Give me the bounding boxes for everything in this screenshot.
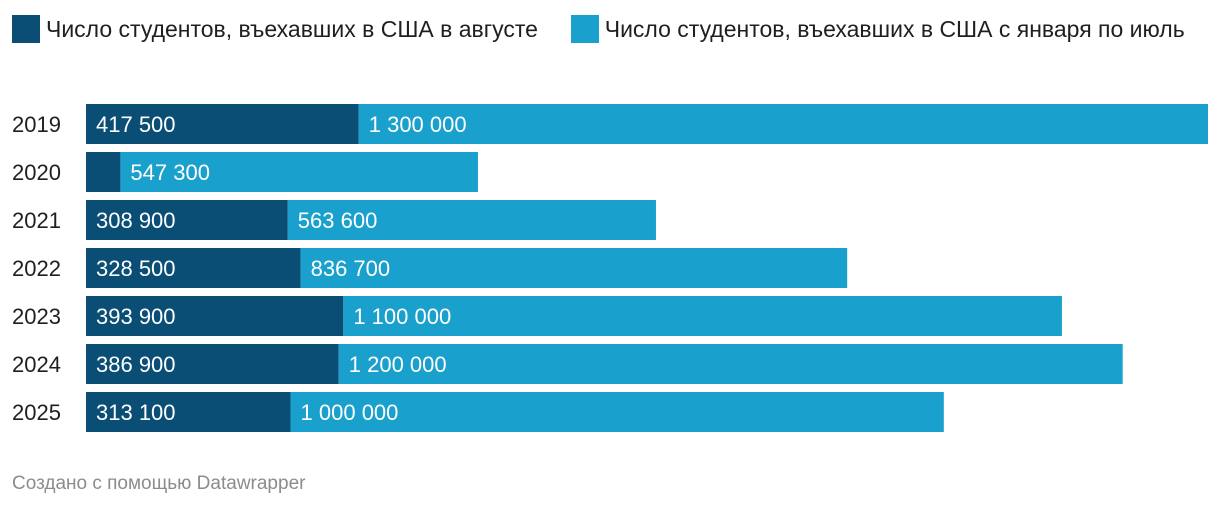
legend-label-august: Число студентов, въехавших в США в авгус… [46,16,538,42]
bar-jan-jul [343,296,1062,336]
legend-label-jan-jul: Число студентов, въехавших в США с январ… [604,16,1185,42]
data-label-august: 328 500 [96,256,176,281]
bar-jan-jul [120,152,478,192]
bar-jan-jul [300,248,848,288]
bar-august [86,296,344,336]
chart-legend: Число студентов, въехавших в США в авгус… [12,12,1202,46]
year-label: 2025 [12,400,61,425]
bar-jan-jul [290,392,944,432]
year-label: 2023 [12,304,61,329]
bar-august [86,104,359,144]
bar-august [86,344,339,384]
legend-item-jan-jul: Число студентов, въехавших в США с январ… [570,15,1185,43]
bar-august [86,248,301,288]
year-label: 2021 [12,208,61,233]
year-label: 2022 [12,256,61,281]
legend-swatch-august [12,15,40,43]
legend-item-august: Число студентов, въехавших в США в авгус… [12,15,544,43]
year-label: 2020 [12,160,61,185]
bar-august [86,200,288,240]
bar-jan-jul [358,104,1208,144]
data-label-jan-jul: 836 700 [311,256,391,281]
data-label-august: 308 900 [96,208,176,233]
data-label-jan-jul: 1 300 000 [369,112,467,137]
bar-jan-jul [338,344,1123,384]
bar-august [86,152,121,192]
data-label-jan-jul: 563 600 [298,208,378,233]
legend-swatch-jan-jul [570,15,599,43]
footer-credit: Создано с помощью Datawrapper [12,473,306,494]
bar-august [86,392,291,432]
year-label: 2019 [12,112,61,137]
data-label-jan-jul: 1 200 000 [349,352,447,377]
data-label-august: 386 900 [96,352,176,377]
data-label-august: 393 900 [96,304,176,329]
data-label-jan-jul: 1 100 000 [353,304,451,329]
bar-jan-jul [287,200,656,240]
year-label: 2024 [12,352,61,377]
data-label-august: 417 500 [96,112,176,137]
data-label-august: 313 100 [96,400,176,425]
data-label-jan-jul: 1 000 000 [301,400,399,425]
bar-chart: 2019 417 500 1 300 000 2020 547 300 2021 308 9… [12,104,1208,432]
data-label-jan-jul: 547 300 [130,160,210,185]
